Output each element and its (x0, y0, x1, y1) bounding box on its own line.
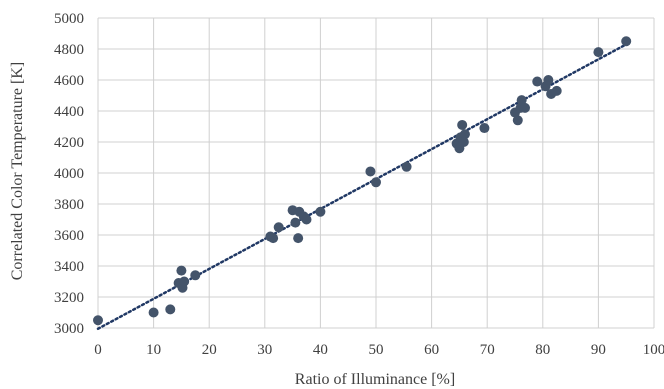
data-point (165, 304, 176, 315)
x-tick-label: 0 (94, 342, 102, 358)
x-tick-label: 100 (643, 342, 664, 358)
y-tick-label: 3200 (54, 290, 84, 306)
data-point (176, 265, 187, 276)
data-point (315, 206, 326, 217)
data-point (93, 315, 103, 326)
x-tick-label: 10 (146, 342, 161, 358)
y-tick-label: 3600 (54, 228, 84, 244)
y-tick-label: 4000 (54, 166, 84, 182)
y-tick-label: 3800 (54, 197, 84, 213)
y-tick-label: 4200 (54, 135, 84, 151)
x-tick-label: 30 (257, 342, 272, 358)
x-axis-title: Ratio of Illuminance [%] (295, 371, 455, 388)
data-point (365, 166, 376, 177)
data-point (148, 307, 159, 318)
data-point (459, 129, 470, 140)
data-point (179, 276, 190, 287)
data-point (401, 161, 412, 172)
x-tick-label: 40 (313, 342, 328, 358)
data-point (293, 233, 304, 244)
x-tick-label: 60 (424, 342, 439, 358)
data-point (290, 217, 301, 228)
data-point (520, 102, 531, 113)
data-point (512, 115, 523, 126)
data-points (93, 36, 632, 326)
gridlines (97, 17, 655, 329)
data-point (268, 233, 279, 244)
y-tick-label: 4400 (54, 104, 84, 120)
data-point (551, 85, 562, 96)
data-point (190, 270, 201, 281)
y-tick-label: 4600 (54, 73, 84, 89)
x-tick-label: 90 (591, 342, 606, 358)
data-point (458, 137, 469, 147)
tick-labels: 0 10 20 30 40 50 60 70 80 90 100 3000 3200 3400 3600 38… (54, 11, 664, 358)
data-point (301, 214, 312, 225)
data-point (457, 119, 468, 130)
x-tick-label: 20 (202, 342, 217, 358)
y-tick-label: 3000 (54, 321, 84, 337)
y-axis-title: Correlated Color Temperature [K] (9, 62, 26, 281)
data-point (273, 222, 284, 233)
x-tick-label: 80 (535, 342, 550, 358)
data-point (516, 95, 527, 106)
y-tick-label: 4800 (54, 42, 84, 58)
data-point (371, 177, 381, 188)
data-point (621, 36, 632, 47)
y-tick-label: 3400 (54, 259, 84, 275)
data-point (479, 123, 490, 134)
x-tick-label: 50 (369, 342, 384, 358)
y-tick-label: 5000 (54, 11, 84, 27)
data-point (593, 47, 604, 58)
x-tick-label: 70 (480, 342, 495, 358)
data-point (543, 75, 554, 85)
data-point (532, 76, 543, 87)
